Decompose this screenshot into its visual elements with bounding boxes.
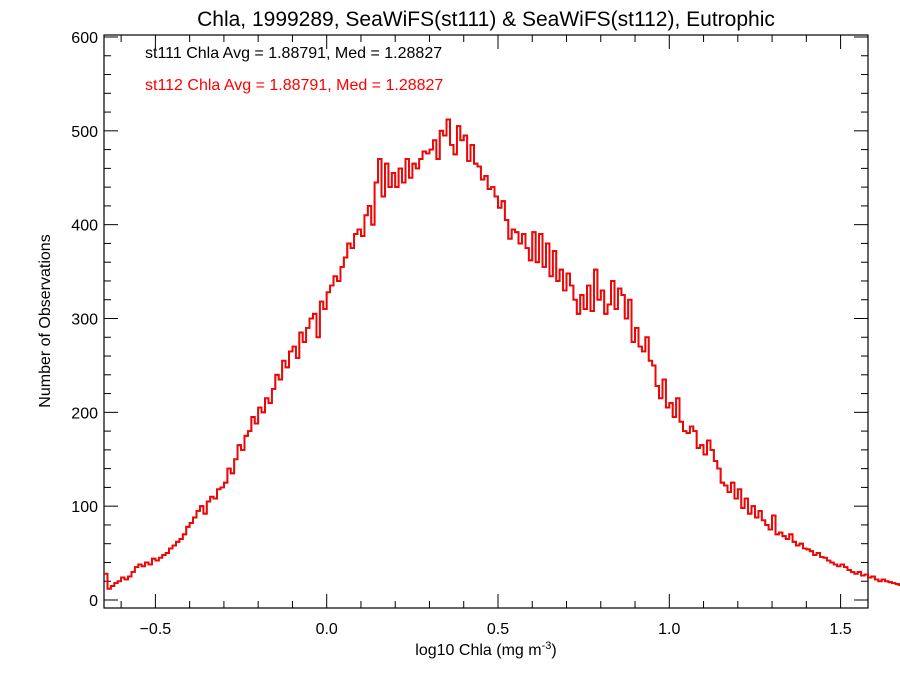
y-tick-label: 100 <box>71 499 98 516</box>
x-axis-label-end: ) <box>551 642 556 659</box>
x-tick-label: 0.0 <box>316 621 338 638</box>
y-tick-label: 400 <box>71 218 98 235</box>
chart-title: Chla, 1999289, SeaWiFS(st111) & SeaWiFS(… <box>197 8 775 31</box>
x-tick-label: −0.5 <box>140 621 172 638</box>
y-tick-label: 300 <box>71 312 98 329</box>
y-axis-label: Number of Observations <box>37 234 54 407</box>
x-tick-label: 1.5 <box>829 621 851 638</box>
series-st112 <box>104 118 900 590</box>
y-tick-label: 600 <box>71 30 98 47</box>
annotation-st112: st112 Chla Avg = 1.88791, Med = 1.28827 <box>145 77 443 94</box>
histogram-line-st111 <box>104 118 900 590</box>
x-axis-label: log10 Chla (mg m-3) <box>415 640 556 659</box>
x-tick-labels: −0.5 0.0 0.5 1.0 1.5 <box>140 621 852 638</box>
series-st111 <box>104 118 900 590</box>
y-tick-labels: 0 100 200 300 400 500 600 <box>71 30 98 610</box>
histogram-line-st112 <box>104 118 900 590</box>
x-tick-label: 1.0 <box>658 621 680 638</box>
annotation-st111: st111 Chla Avg = 1.88791, Med = 1.28827 <box>145 45 442 62</box>
x-axis-label-main: log10 Chla (mg m <box>415 642 541 659</box>
series-layer <box>104 118 900 590</box>
plot-frame <box>103 34 869 609</box>
y-tick-label: 0 <box>89 593 98 610</box>
x-axis-label-superscript: -3 <box>542 640 552 652</box>
x-tick-label: 0.5 <box>487 621 509 638</box>
y-tick-label: 500 <box>71 124 98 141</box>
y-tick-label: 200 <box>71 405 98 422</box>
axis-ticks <box>104 35 868 608</box>
